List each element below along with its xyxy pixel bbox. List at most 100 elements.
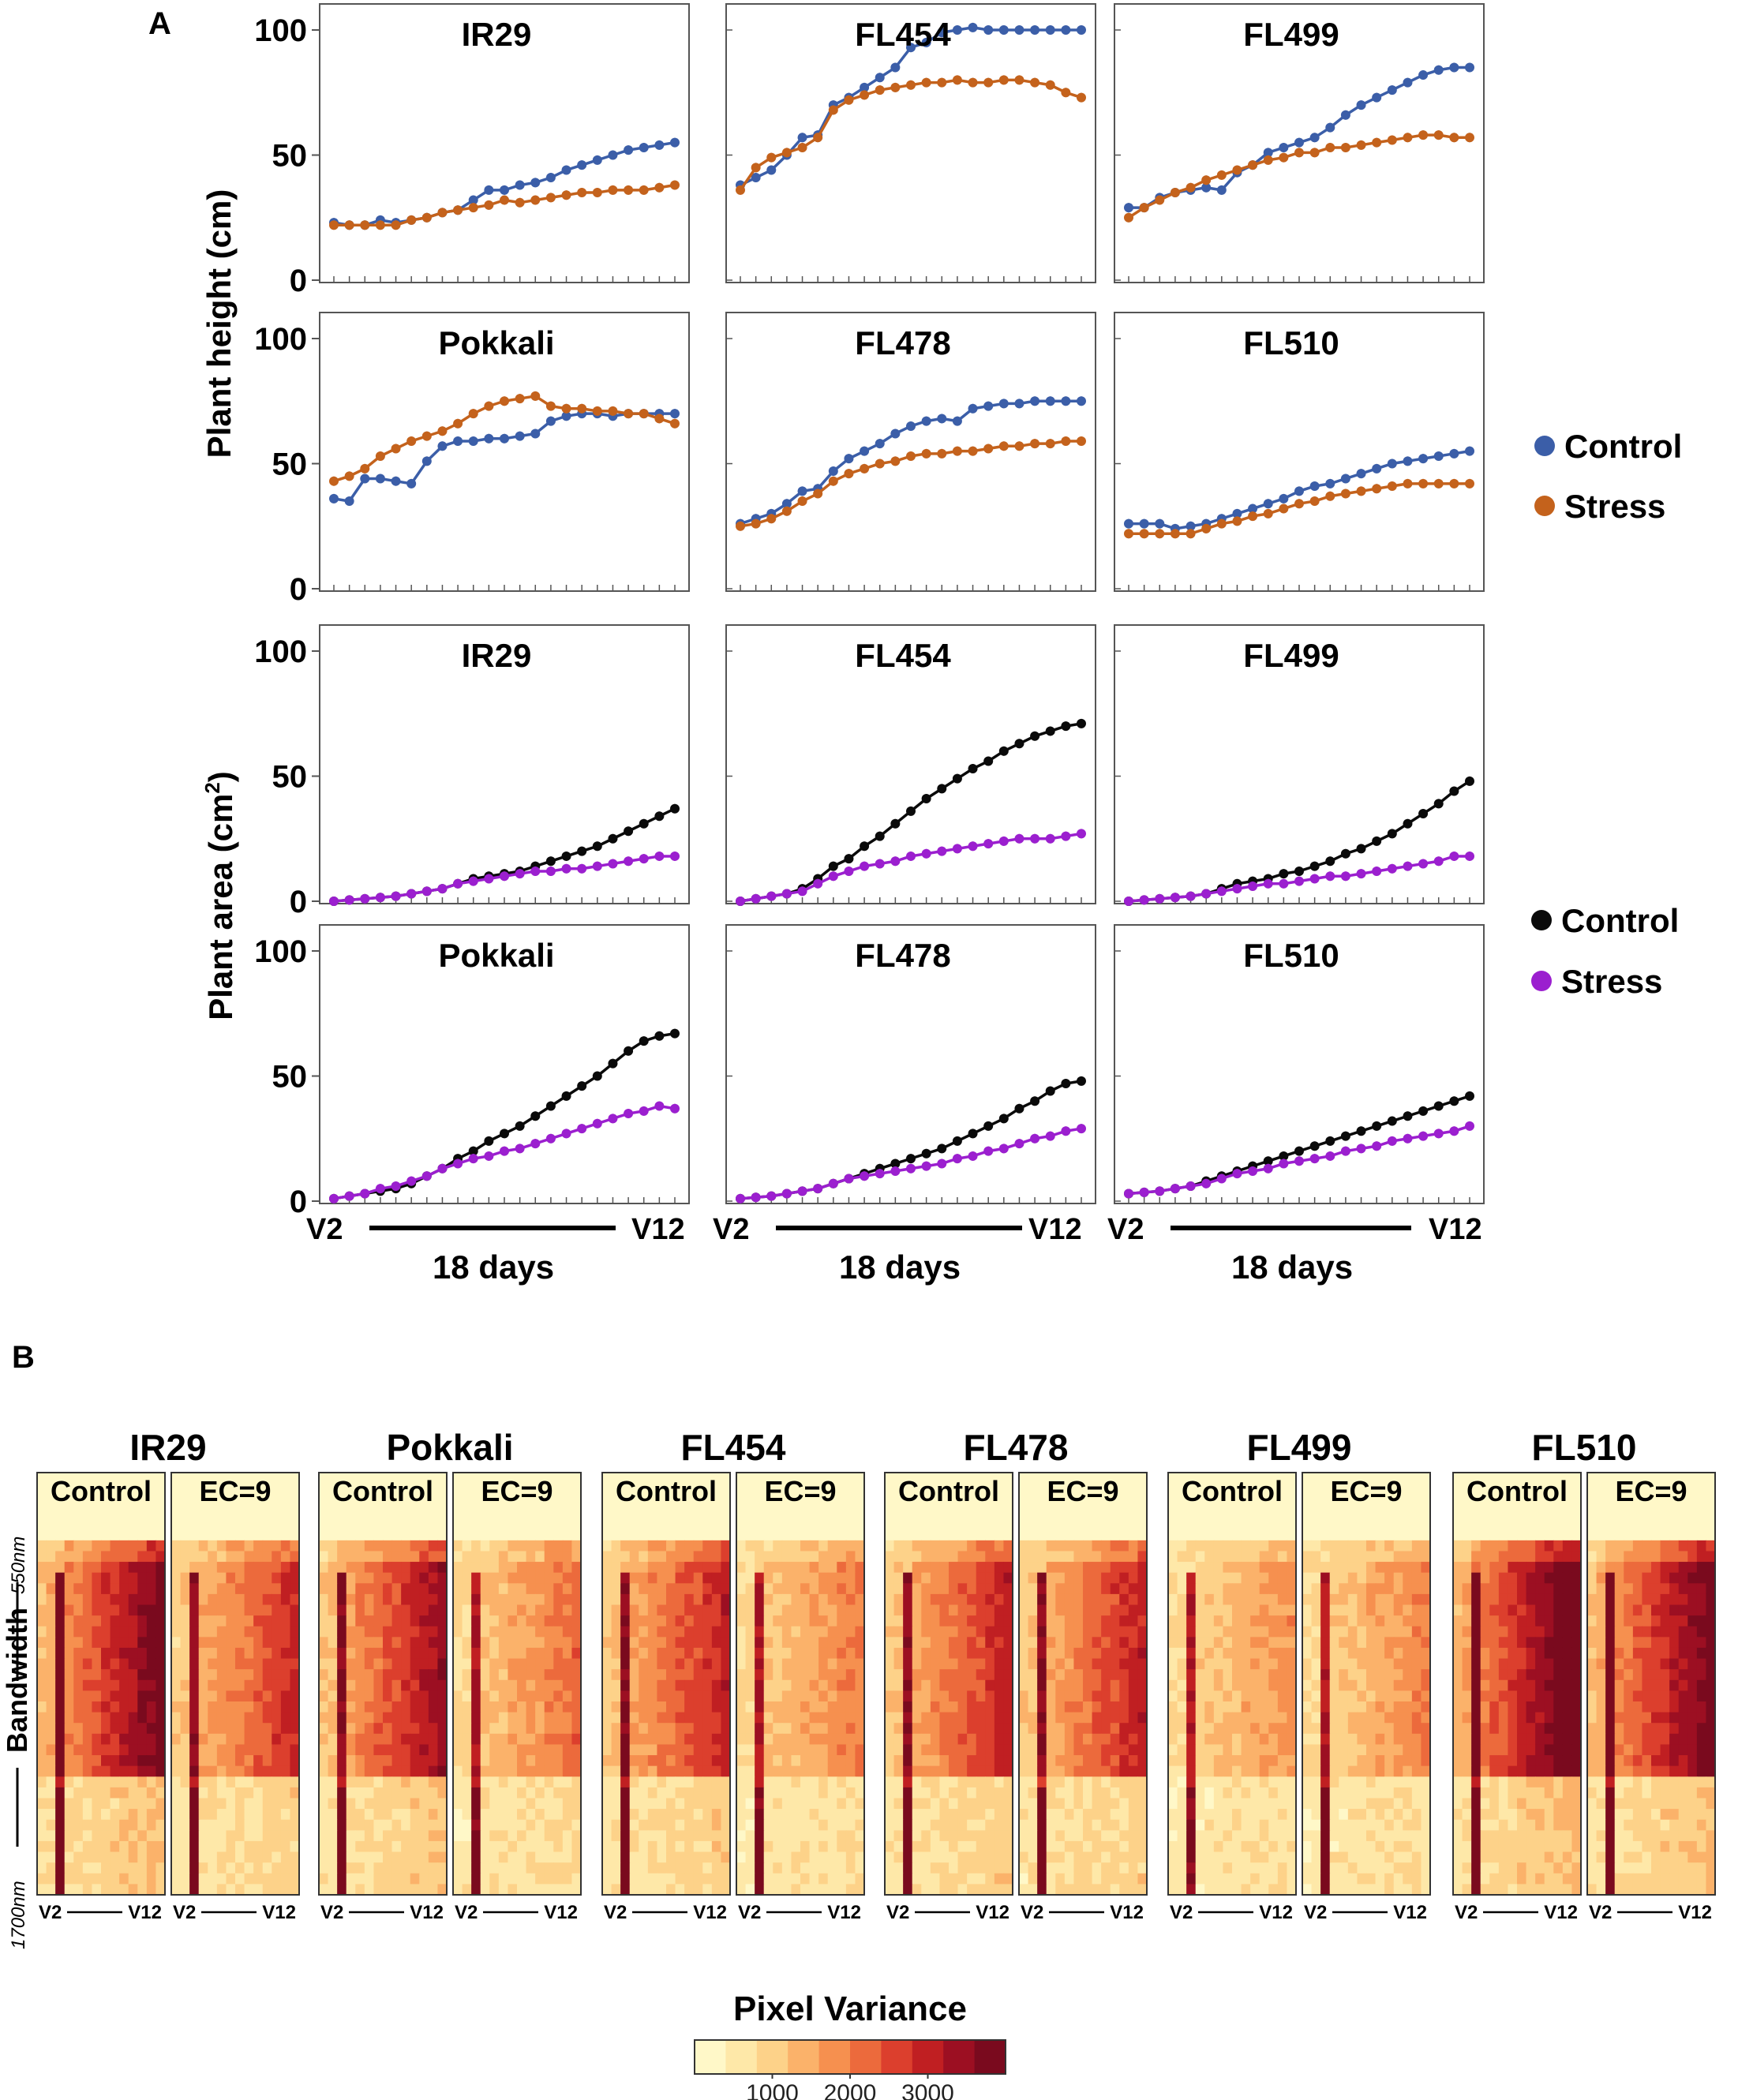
heatmap-cell	[800, 1776, 811, 1788]
heatmap-cell	[562, 1862, 573, 1874]
heatmap-cell	[471, 1679, 481, 1691]
data-point	[906, 1154, 916, 1164]
heatmap-cell	[571, 1744, 582, 1756]
heatmap-cell	[391, 1637, 402, 1649]
heatmap-cell	[755, 1551, 765, 1563]
data-point	[344, 471, 354, 481]
heatmap-cell	[419, 1529, 429, 1541]
heatmap-cell	[711, 1529, 722, 1541]
heatmap-cell	[544, 1626, 554, 1638]
heatmap-cell	[198, 1572, 208, 1584]
heatmap-cell	[562, 1744, 573, 1756]
heatmap-cell	[845, 1787, 856, 1799]
heatmap-cell	[272, 1562, 282, 1574]
heatmap-cell	[791, 1679, 801, 1691]
heatmap-cell	[773, 1572, 783, 1584]
heatmap-cell	[216, 1798, 227, 1810]
heatmap-y-axis: 550nm Bandwidth 1700nm	[1, 1537, 33, 1949]
heatmap-cell	[526, 1583, 536, 1595]
heatmap-cell	[82, 1679, 93, 1691]
heatmap-cell	[391, 1733, 402, 1746]
heatmap-cell	[985, 1626, 995, 1638]
heatmap-cell	[428, 1647, 439, 1660]
heatmap-cell	[262, 1626, 272, 1638]
heatmap-cell	[921, 1529, 931, 1541]
heatmap-cell	[657, 1755, 667, 1767]
heatmap-cell	[693, 1572, 703, 1584]
data-point	[1030, 1096, 1040, 1106]
heatmap-cell	[226, 1647, 236, 1660]
heatmap-cell	[64, 1529, 74, 1541]
heatmap-cell	[462, 1551, 472, 1563]
data-point	[639, 1106, 649, 1116]
data-point	[1248, 160, 1258, 170]
heatmap-stress: EC=9V2 V12	[736, 1472, 865, 1923]
data-point	[608, 1058, 618, 1069]
heatmap-cell	[666, 1647, 676, 1660]
data-point	[608, 859, 618, 869]
heatmap-cell	[657, 1744, 667, 1756]
heatmap-cell	[346, 1593, 356, 1606]
heatmap-cell	[544, 1669, 554, 1681]
data-point	[577, 403, 587, 414]
plot-frame	[319, 924, 690, 1204]
heatmap-cell	[845, 1572, 856, 1584]
heatmap-cell	[571, 1572, 582, 1584]
heatmap-cell	[957, 1562, 968, 1574]
x-axis-caption-col-3: V2 V12 18 days	[1107, 1213, 1482, 1286]
heatmap-cell	[602, 1733, 612, 1746]
heatmap-cell	[675, 1518, 685, 1530]
chart-title: IR29	[462, 16, 532, 53]
heatmap-cell	[571, 1518, 582, 1530]
data-point	[577, 846, 587, 856]
heatmap-cell	[736, 1765, 747, 1777]
heatmap-cell	[912, 1572, 922, 1584]
heatmap-x-start: V2	[320, 1902, 343, 1923]
heatmap-cell	[55, 1593, 66, 1606]
heatmap-cell	[921, 1701, 931, 1713]
data-point	[468, 195, 478, 205]
data-point	[624, 145, 634, 155]
data-point	[1155, 518, 1165, 529]
heatmap-cell	[189, 1798, 200, 1810]
heatmap-cell	[711, 1572, 722, 1584]
heatmap-cell	[967, 1551, 977, 1563]
heatmap-cell	[46, 1862, 56, 1874]
heatmap-cell	[137, 1744, 148, 1756]
heatmap-cell	[553, 1765, 564, 1777]
heatmap-cell	[346, 1862, 356, 1874]
heatmap-cell	[1003, 1604, 1013, 1616]
heatmap-cell	[391, 1572, 402, 1584]
data-point	[391, 220, 401, 230]
heatmap-cell	[437, 1615, 448, 1627]
heatmap-cell	[253, 1647, 264, 1660]
heatmap-cell	[629, 1819, 639, 1831]
data-point	[500, 1129, 509, 1139]
heatmap-cell	[216, 1529, 227, 1541]
heatmap-cell	[337, 1884, 347, 1896]
heatmap-cell	[137, 1529, 148, 1541]
heatmap-cell	[994, 1508, 1005, 1520]
heatmap-cell	[235, 1819, 245, 1831]
heatmap-cell	[721, 1637, 731, 1649]
data-point	[813, 878, 823, 889]
heatmap-cell	[428, 1873, 439, 1885]
heatmap-cell	[611, 1755, 621, 1767]
heatmap-cell	[401, 1787, 411, 1799]
heatmap-cell	[571, 1540, 582, 1552]
heatmap-cell	[410, 1840, 420, 1853]
heatmap-cell	[453, 1830, 463, 1842]
data-point	[545, 1133, 556, 1144]
data-point	[921, 794, 931, 804]
heatmap-cell	[401, 1851, 411, 1863]
heatmap-cell	[489, 1551, 500, 1563]
heatmap-cell	[37, 1679, 47, 1691]
heatmap-cell	[620, 1819, 631, 1831]
heatmap-cell	[562, 1508, 573, 1520]
heatmap-cell	[262, 1551, 272, 1563]
heatmap-cell	[437, 1701, 448, 1713]
heatmap-cell	[809, 1701, 819, 1713]
heatmap-cell	[208, 1873, 218, 1885]
heatmap-cell	[64, 1647, 74, 1660]
heatmap-cell	[855, 1723, 865, 1735]
